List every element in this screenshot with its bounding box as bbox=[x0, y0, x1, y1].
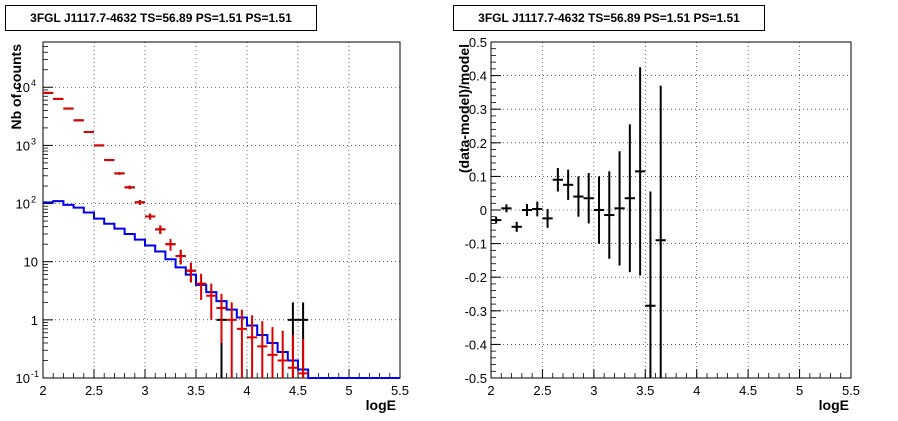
series-data-point-red bbox=[185, 262, 196, 283]
series-residual-point bbox=[624, 124, 635, 273]
series-residual-point bbox=[542, 208, 553, 228]
x-tick-label: 4 bbox=[693, 383, 700, 398]
y-tick-label: 0 bbox=[480, 203, 487, 218]
y-tick-label: 10 bbox=[16, 197, 30, 212]
y-tick-label: 10 bbox=[24, 255, 38, 270]
y-axis-label: Nb of counts bbox=[8, 44, 24, 130]
series-residual-point bbox=[614, 151, 625, 266]
y-tick-label: 1 bbox=[31, 313, 38, 328]
y-tick-label: -0.5 bbox=[465, 371, 487, 386]
y-tick-label: 0.3 bbox=[469, 102, 487, 117]
series-residual-point bbox=[635, 67, 646, 276]
y-tick-label: 0.1 bbox=[469, 169, 487, 184]
series-data-point-red bbox=[43, 91, 54, 94]
series-data-point-red bbox=[104, 159, 115, 162]
series-residual-point bbox=[583, 173, 594, 224]
y-tick-label: 10 bbox=[16, 80, 30, 95]
series-residual-point bbox=[552, 168, 563, 192]
series-data-point-red bbox=[134, 200, 145, 205]
y-tick-label: 0.5 bbox=[469, 35, 487, 50]
series-data-point-red bbox=[277, 330, 288, 378]
series-data-point-red bbox=[216, 293, 227, 343]
series-data-point-red bbox=[287, 334, 298, 378]
x-tick-label: 2.5 bbox=[85, 383, 103, 398]
y-tick-label: 10 bbox=[16, 138, 30, 153]
series-data-point-red bbox=[53, 97, 64, 100]
y-tick-label: -0.3 bbox=[465, 304, 487, 319]
series-residual-point bbox=[593, 176, 605, 244]
x-tick-label: 2 bbox=[39, 383, 46, 398]
y-tick-label: -0.4 bbox=[465, 337, 487, 352]
series-residual-point bbox=[573, 176, 584, 217]
x-tick-label: 4.5 bbox=[289, 383, 307, 398]
x-tick-label: 2 bbox=[487, 383, 494, 398]
series-residual-point bbox=[501, 204, 512, 213]
x-tick-label: 3 bbox=[141, 383, 148, 398]
x-tick-label: 5.5 bbox=[842, 383, 860, 398]
x-tick-label: 3.5 bbox=[636, 383, 654, 398]
x-tick-label: 2.5 bbox=[533, 383, 551, 398]
series-data-point-red bbox=[206, 283, 217, 320]
y-tick-label: 0.4 bbox=[469, 69, 487, 84]
y-axis-label: (data-model)/model bbox=[456, 44, 472, 173]
series-data-point-red bbox=[63, 107, 74, 110]
x-tick-label: 4 bbox=[243, 383, 250, 398]
x-tick-label: 5.5 bbox=[391, 383, 409, 398]
right-plot-residuals: 2 2.5 3 3.5 4 4.5 5 5.5 -0.5 -0.4 -0.3 -0.2 -0.1 0 0.1… bbox=[456, 35, 860, 413]
y-tick-label: -0.1 bbox=[465, 237, 487, 252]
x-axis-label: logE bbox=[366, 397, 396, 413]
x-tick-label: 3.5 bbox=[187, 383, 205, 398]
series-data-point-red bbox=[196, 273, 207, 300]
x-tick-label: 3 bbox=[590, 383, 597, 398]
series-residual-point bbox=[511, 221, 522, 232]
series-data-point-red bbox=[247, 315, 258, 378]
series-data-point-red bbox=[165, 239, 176, 251]
series-data-point-red bbox=[155, 225, 166, 234]
y-tick-label: 0.2 bbox=[469, 136, 487, 151]
y-tick-exponent: 3 bbox=[31, 136, 36, 146]
series-data-point-red bbox=[145, 213, 156, 220]
series-data-point-red bbox=[236, 309, 247, 378]
x-tick-label: 5 bbox=[796, 383, 803, 398]
series-residual-point bbox=[532, 201, 543, 217]
series-model-step-line bbox=[43, 200, 319, 379]
series-residual-point bbox=[645, 191, 656, 378]
x-tick-label: 4.5 bbox=[739, 383, 757, 398]
series-data-point-red bbox=[124, 185, 135, 190]
series-data-point-red bbox=[226, 302, 237, 378]
series-data-point-red bbox=[83, 130, 94, 133]
y-tick-exponent: 2 bbox=[31, 195, 36, 205]
x-axis-label: logE bbox=[819, 397, 849, 413]
right-plot-title: 3FGL J1117.7-4632 TS=56.89 PS=1.51 PS=1.… bbox=[453, 5, 765, 31]
x-tick-label: 5 bbox=[345, 383, 352, 398]
series-residual-point bbox=[655, 85, 666, 378]
series-data-point-red bbox=[73, 119, 84, 122]
series-residual-point bbox=[521, 203, 533, 217]
y-tick-exponent: 4 bbox=[31, 78, 36, 88]
left-plot-title: 3FGL J1117.7-4632 TS=56.89 PS=1.51 PS=1.… bbox=[5, 5, 317, 31]
series-residual-point bbox=[491, 216, 502, 224]
series-data-point-red bbox=[114, 172, 125, 175]
series-data-point-red bbox=[257, 321, 268, 378]
series-residual-point bbox=[563, 169, 574, 200]
series-data-point-red bbox=[298, 338, 309, 378]
series-data-point-red bbox=[175, 249, 186, 265]
series-data-point-red bbox=[267, 327, 278, 378]
series-data-point-red bbox=[94, 144, 105, 147]
y-tick-exponent: -1 bbox=[31, 369, 39, 379]
series-residual-point bbox=[604, 171, 615, 259]
y-tick-label: 10 bbox=[16, 371, 30, 386]
y-tick-label: -0.2 bbox=[465, 270, 487, 285]
